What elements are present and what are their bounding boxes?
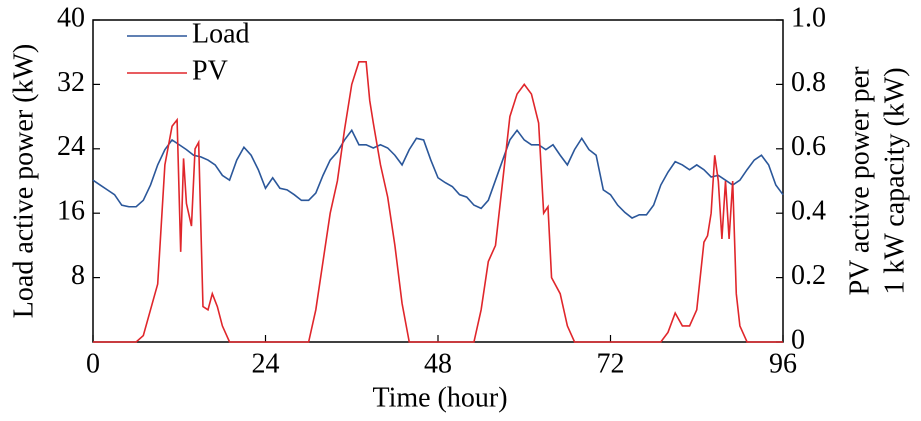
legend-label: PV: [192, 55, 228, 86]
y-tick-label: 40: [57, 2, 85, 33]
y-tick-label: 24: [57, 131, 85, 162]
x-tick-label: 96: [769, 348, 797, 379]
y2-tick-label: 1.0: [791, 2, 826, 33]
y2-axis-label: 1 kW capacity (kW): [879, 67, 910, 294]
y2-tick-label: 0.4: [791, 196, 826, 227]
x-tick-label: 0: [86, 348, 100, 379]
y-axis-label: Load active power (kW): [8, 44, 39, 318]
series-line: [92, 128, 784, 219]
x-tick-label: 72: [597, 348, 625, 379]
y2-tick-label: 0.6: [791, 131, 826, 162]
y2-axis-label: PV active power per: [844, 66, 875, 296]
x-tick-label: 48: [424, 348, 452, 379]
x-axis-label: Time (hour): [372, 382, 507, 413]
legend-label: Load: [192, 18, 250, 49]
y-tick-label: 8: [71, 260, 85, 291]
series-line: [93, 61, 783, 343]
y-tick-label: 16: [57, 196, 85, 227]
y2-tick-label: 0.2: [791, 260, 826, 291]
y2-tick-label: 0.8: [791, 67, 826, 98]
x-tick-label: 24: [252, 348, 280, 379]
y-tick-label: 32: [57, 67, 85, 98]
y2-tick-label: 0: [791, 324, 805, 355]
